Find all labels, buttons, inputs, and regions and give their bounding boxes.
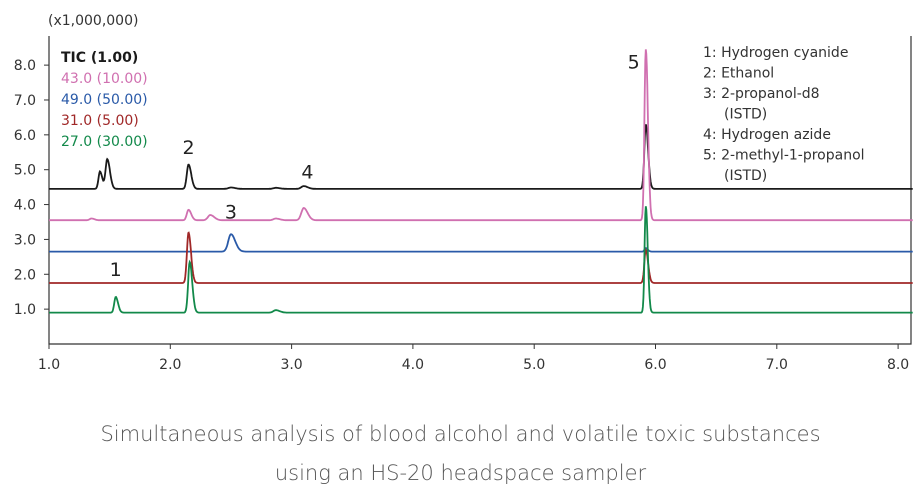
x-tick-label: 8.0 [887, 357, 909, 373]
x-tick-label: 1.0 [38, 357, 60, 373]
peak-labels: 1 2 3 4 5 [110, 52, 640, 281]
x-tick-label: 5.0 [523, 357, 545, 373]
trace-4 [49, 206, 913, 314]
trace-1 [49, 49, 913, 222]
y-tick-label: 8.0 [14, 58, 36, 74]
trace-0 [49, 124, 913, 190]
y-tick-label: 2.0 [14, 267, 36, 283]
peak-label: 1 [110, 259, 122, 281]
compound-legend-entry: 4: Hydrogen azide [703, 127, 831, 143]
y-tick-label: 6.0 [14, 128, 36, 144]
compound-legend-entry: (ISTD) [724, 107, 767, 123]
caption-line-2: using an HS-20 headspace sampler [274, 461, 647, 485]
caption-line-1: Simultaneous analysis of blood alcohol a… [100, 422, 821, 446]
y-tick-label: 1.0 [14, 302, 36, 318]
peak-label: 3 [225, 202, 237, 224]
y-tick-label: 4.0 [14, 198, 36, 214]
y-tick-label: 3.0 [14, 232, 36, 248]
y-tick-label: 5.0 [14, 163, 36, 179]
y-tick-label: 7.0 [14, 93, 36, 109]
x-tick-label: 2.0 [159, 357, 181, 373]
axis-frame [48, 36, 912, 345]
peak-label: 2 [182, 137, 194, 159]
x-tick-label: 4.0 [402, 357, 424, 373]
series-legend: TIC (1.00) 43.0 (10.00) 49.0 (50.00) 31.0 (… [61, 50, 148, 150]
legend-entry: TIC (1.00) [61, 50, 138, 66]
peak-label: 4 [301, 161, 313, 183]
legend-entry: 27.0 (30.00) [61, 134, 148, 150]
compound-legend-entry: (ISTD) [724, 168, 767, 184]
x-tick-label: 3.0 [280, 357, 302, 373]
x-tick-label: 7.0 [766, 357, 788, 373]
compound-legend-entry: 3: 2-propanol-d8 [703, 86, 820, 102]
chromatogram-chart: (x1,000,000) 1.0 2.0 3.0 4.0 5.0 6.0 7.0 8.01.0… [14, 13, 913, 373]
traces [49, 49, 913, 314]
legend-entry: 31.0 (5.00) [61, 113, 139, 129]
peak-label: 5 [628, 52, 640, 74]
y-multiplier-label: (x1,000,000) [48, 13, 138, 29]
compound-legend-entry: 1: Hydrogen cyanide [703, 45, 848, 61]
legend-entry: 49.0 (50.00) [61, 92, 148, 108]
axes: 1.0 2.0 3.0 4.0 5.0 6.0 7.0 8.0 1.0 2.0 3.0 4.0 5.0 6… [14, 36, 912, 373]
legend-entry: 43.0 (10.00) [61, 71, 148, 87]
trace-2 [49, 233, 913, 253]
compound-legend: 1: Hydrogen cyanide 2: Ethanol 3: 2-propan… [703, 45, 865, 184]
x-tick-label: 6.0 [644, 357, 666, 373]
trace-3 [49, 231, 913, 284]
compound-legend-entry: 2: Ethanol [703, 66, 774, 82]
compound-legend-entry: 5: 2-methyl-1-propanol [703, 148, 865, 164]
